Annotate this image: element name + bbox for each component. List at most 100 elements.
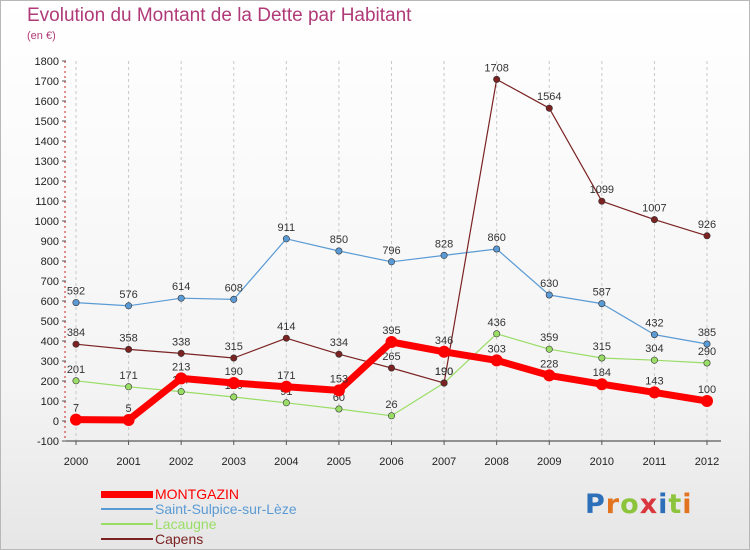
data-label: 171 (119, 370, 137, 382)
logo-letter: P (585, 489, 606, 520)
data-point (230, 393, 238, 401)
data-label: 608 (225, 282, 243, 294)
data-point (598, 354, 606, 362)
chart-title: Evolution du Montant de la Dette par Hab… (27, 5, 412, 26)
data-label: 190 (225, 366, 243, 378)
unit-label: (en €) (27, 30, 56, 42)
y-tick-label: 0 (53, 416, 59, 428)
data-point (387, 258, 395, 266)
series-montgazin: 7 5 213 190 171 153 395 346 303 228 184 143 100 (70, 325, 716, 426)
data-point (650, 216, 658, 224)
data-label: 184 (593, 367, 611, 379)
data-point (493, 330, 501, 338)
legend-label: MONTGAZIN (155, 486, 239, 502)
data-point (280, 380, 293, 393)
data-label: 213 (172, 361, 190, 373)
data-point (440, 251, 448, 259)
data-point (72, 340, 80, 348)
x-tick-label: 2000 (64, 456, 88, 468)
data-label: 265 (382, 351, 400, 363)
data-point (490, 354, 503, 367)
legend-swatch (101, 508, 153, 510)
logo-letter: r (605, 489, 621, 520)
data-point (703, 232, 711, 240)
data-label: 171 (277, 370, 295, 382)
data-label: 359 (540, 332, 558, 344)
legend-item-capens: Capens (101, 531, 203, 547)
data-label: 7 (73, 403, 79, 415)
y-tick-label: 100 (41, 396, 59, 408)
legend-swatch (101, 490, 153, 498)
data-point (125, 345, 133, 353)
data-label: 414 (277, 321, 295, 333)
logo-letter: x (639, 489, 659, 520)
data-label: 346 (435, 335, 453, 347)
data-point (440, 379, 448, 387)
x-tick-label: 2006 (379, 456, 403, 468)
y-tick-label: 1300 (35, 156, 59, 168)
data-label: 190 (435, 366, 453, 378)
data-point (703, 359, 711, 367)
data-label: 828 (435, 238, 453, 250)
x-tick-label: 2011 (643, 456, 667, 468)
data-point (125, 383, 133, 391)
data-label: 1007 (642, 203, 666, 215)
x-tick-label: 2001 (116, 456, 140, 468)
logo-letter: i (682, 489, 693, 520)
legend-label: Lacaugne (155, 516, 217, 532)
data-label: 5 (126, 403, 132, 415)
data-point (648, 386, 661, 399)
data-point (545, 291, 553, 299)
data-point (72, 377, 80, 385)
data-label: 334 (330, 337, 348, 349)
x-tick-label: 2009 (537, 456, 561, 468)
legend-item-lacaugne: Lacaugne (101, 516, 217, 532)
logo-letter: i (658, 489, 669, 520)
y-tick-label: 300 (41, 356, 59, 368)
data-point (543, 369, 556, 382)
data-point (70, 413, 82, 426)
y-tick-label: 200 (41, 376, 59, 388)
data-point (122, 414, 135, 426)
data-point (177, 349, 185, 357)
data-point (650, 356, 658, 364)
y-tick-label: 500 (41, 316, 59, 328)
data-point (545, 345, 553, 353)
y-tick-label: 600 (41, 296, 59, 308)
data-label: 587 (593, 287, 611, 299)
legend-item-saint-sulpice-sur-l-ze: Saint-Sulpice-sur-Lèze (101, 501, 297, 517)
data-label: 190 (435, 366, 453, 378)
x-tick-label: 2008 (484, 456, 508, 468)
data-label: 338 (172, 336, 190, 348)
legend-swatch (101, 523, 153, 525)
data-point (493, 245, 501, 253)
data-point (598, 197, 606, 205)
data-label: 1564 (537, 91, 561, 103)
y-tick-label: 400 (41, 336, 59, 348)
data-point (598, 300, 606, 308)
data-label: 315 (593, 341, 611, 353)
data-label: 358 (119, 332, 137, 344)
data-label: 911 (278, 222, 296, 234)
x-tick-label: 2003 (222, 456, 246, 468)
data-point (282, 399, 290, 407)
data-point (493, 75, 501, 83)
series-capens: 384 358 338 315 414 334 265 190 1708 1564 1099 1007… (67, 62, 716, 387)
y-tick-label: 1400 (35, 136, 59, 148)
y-tick-label: 1100 (35, 196, 59, 208)
data-label: 153 (330, 373, 348, 385)
data-point (125, 302, 133, 310)
data-point (282, 235, 290, 243)
y-tick-label: 900 (41, 236, 59, 248)
data-label: 201 (67, 364, 85, 376)
data-label: 303 (487, 343, 505, 355)
legend-item-montgazin: MONTGAZIN (101, 486, 239, 502)
y-tick-label: -100 (37, 436, 59, 448)
data-point (703, 340, 711, 348)
series-saint-sulpice-sur-l-ze: 592 576 614 608 911 850 796 828 860 630 587 432 385 (67, 222, 716, 348)
data-point (335, 405, 343, 413)
data-point (227, 377, 240, 389)
data-label: 290 (698, 346, 716, 358)
data-label: 850 (330, 234, 348, 246)
